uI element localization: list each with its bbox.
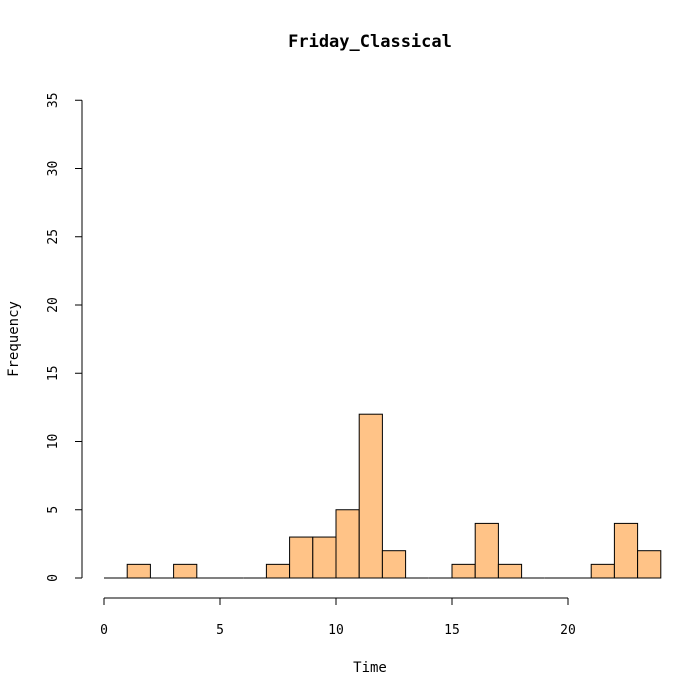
- y-tick-label: 20: [46, 297, 61, 313]
- y-tick-label: 30: [46, 161, 61, 177]
- chart-title: Friday_Classical: [288, 32, 452, 52]
- x-tick-label: 10: [328, 623, 344, 638]
- histogram-bar: [126, 563, 151, 579]
- y-tick-label: 5: [46, 506, 61, 514]
- y-tick-label: 10: [46, 434, 61, 450]
- histogram-bar: [335, 509, 360, 579]
- histogram-bar: [265, 563, 291, 579]
- histogram-bar: [289, 536, 314, 579]
- histogram-bar: [381, 550, 407, 579]
- y-tick-label: 25: [46, 229, 61, 245]
- histogram-bar: [358, 413, 383, 579]
- histogram-bar: [637, 550, 662, 579]
- y-tick-label: 0: [46, 574, 61, 582]
- histogram-bar: [474, 522, 499, 579]
- histogram-bar: [173, 563, 198, 579]
- x-tick-label: 15: [444, 623, 460, 638]
- x-tick-label: 20: [560, 623, 576, 638]
- histogram-bar: [451, 563, 476, 579]
- bars-group: [104, 413, 662, 579]
- histogram-bar: [613, 522, 639, 579]
- x-tick-label: 5: [216, 623, 224, 638]
- x-axis-title: Time: [353, 660, 387, 676]
- histogram-bar: [590, 563, 615, 579]
- histogram-bar: [312, 536, 337, 579]
- y-tick-label: 15: [46, 365, 61, 381]
- y-axis: 0 5 10 15 20 25 30 35: [46, 92, 83, 582]
- histogram-bar: [497, 563, 523, 579]
- y-tick-label: 35: [46, 92, 61, 108]
- y-axis-title: Frequency: [6, 301, 22, 377]
- x-axis: 0 5 10 15 20: [100, 597, 576, 638]
- x-tick-label: 0: [100, 623, 108, 638]
